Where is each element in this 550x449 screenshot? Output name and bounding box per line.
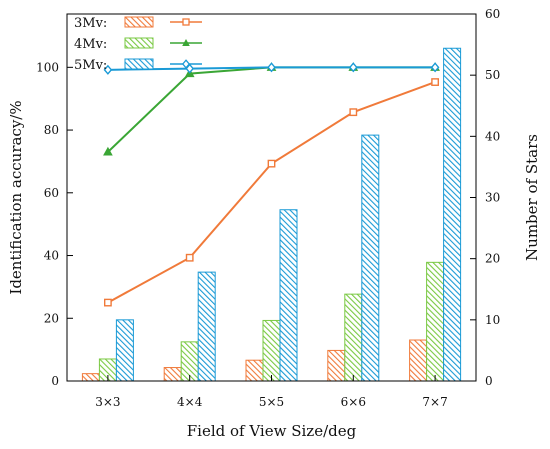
x-tick-label: 4×4 (177, 395, 203, 409)
x-axis-label: Field of View Size/deg (187, 422, 357, 440)
point-5mv-0 (103, 64, 113, 75)
point-5mv-1 (185, 63, 195, 74)
legend-label-4mv: 4Mv: (74, 37, 107, 52)
y-right-tick-label: 30 (485, 191, 500, 205)
bar-3mv-2 (245, 359, 264, 382)
point-3mv-4 (431, 78, 439, 86)
y-right-tick-label: 60 (485, 7, 500, 21)
bar-4mv-2 (262, 319, 281, 382)
y-right-tick-label: 10 (485, 313, 500, 327)
lines-layer (103, 62, 440, 307)
bar-5mv-2 (279, 209, 298, 382)
legend-bar-swatch-5mv (124, 58, 154, 70)
y-right-tick-label: 40 (485, 129, 500, 143)
x-tick-label: 5×5 (259, 395, 284, 409)
bar-4mv-3 (344, 293, 363, 382)
y-axis-right-label: Number of Stars (523, 134, 541, 261)
x-tick-label: 3×3 (95, 395, 120, 409)
x-tick-label: 6×6 (341, 395, 366, 409)
bar-5mv-3 (361, 134, 380, 382)
legend-marker-3mv (182, 18, 190, 26)
point-3mv-1 (185, 253, 194, 262)
bar-3mv-0 (81, 373, 100, 382)
line-3mv (107, 81, 436, 304)
bar-4mv-4 (426, 261, 445, 382)
legend-label-3mv: 3Mv: (74, 16, 107, 31)
legend-marker-4mv (182, 39, 190, 46)
y-right-tick-label: 20 (485, 252, 500, 266)
y-left-tick-label: 60 (44, 186, 59, 200)
point-5mv-3 (348, 62, 358, 73)
bar-3mv-4 (409, 339, 428, 382)
point-5mv-4 (430, 62, 440, 73)
y-left-tick-label: 20 (44, 311, 59, 325)
y-left-tick-label: 40 (44, 249, 59, 263)
legend: 3Mv: 4Mv: 5Mv: (74, 16, 202, 73)
legend-label-5mv: 5Mv: (74, 58, 107, 73)
legend-marker-5mv (181, 59, 191, 69)
bar-3mv-3 (327, 349, 346, 382)
y-right-tick-label: 50 (485, 68, 500, 82)
point-3mv-3 (349, 108, 358, 117)
point-5mv-2 (267, 62, 276, 73)
bar-5mv-0 (115, 319, 134, 382)
bar-5mv-4 (443, 47, 462, 382)
bar-3mv-1 (163, 367, 182, 382)
y-left-tick-label: 80 (44, 123, 59, 137)
x-tick-label: 7×7 (422, 395, 447, 409)
y-right-tick-label: 0 (485, 374, 493, 388)
bar-5mv-1 (197, 271, 216, 382)
y-left-tick-label: 100 (36, 60, 59, 74)
bars-layer (81, 47, 462, 382)
axes-layer: 0 20 40 60 80 100 0 10 20 30 40 50 60 3×3 4×4 5×5 6×6 7×7 (36, 7, 500, 409)
point-4mv-0 (103, 146, 113, 156)
point-3mv-0 (103, 298, 112, 307)
y-axis-left-label: Identification accuracy/% (7, 100, 25, 294)
legend-bar-swatch-4mv (124, 37, 154, 49)
line-4mv (107, 66, 436, 153)
point-3mv-2 (267, 159, 276, 168)
legend-bar-swatch-3mv (124, 16, 154, 28)
y-left-tick-label: 0 (51, 374, 59, 388)
